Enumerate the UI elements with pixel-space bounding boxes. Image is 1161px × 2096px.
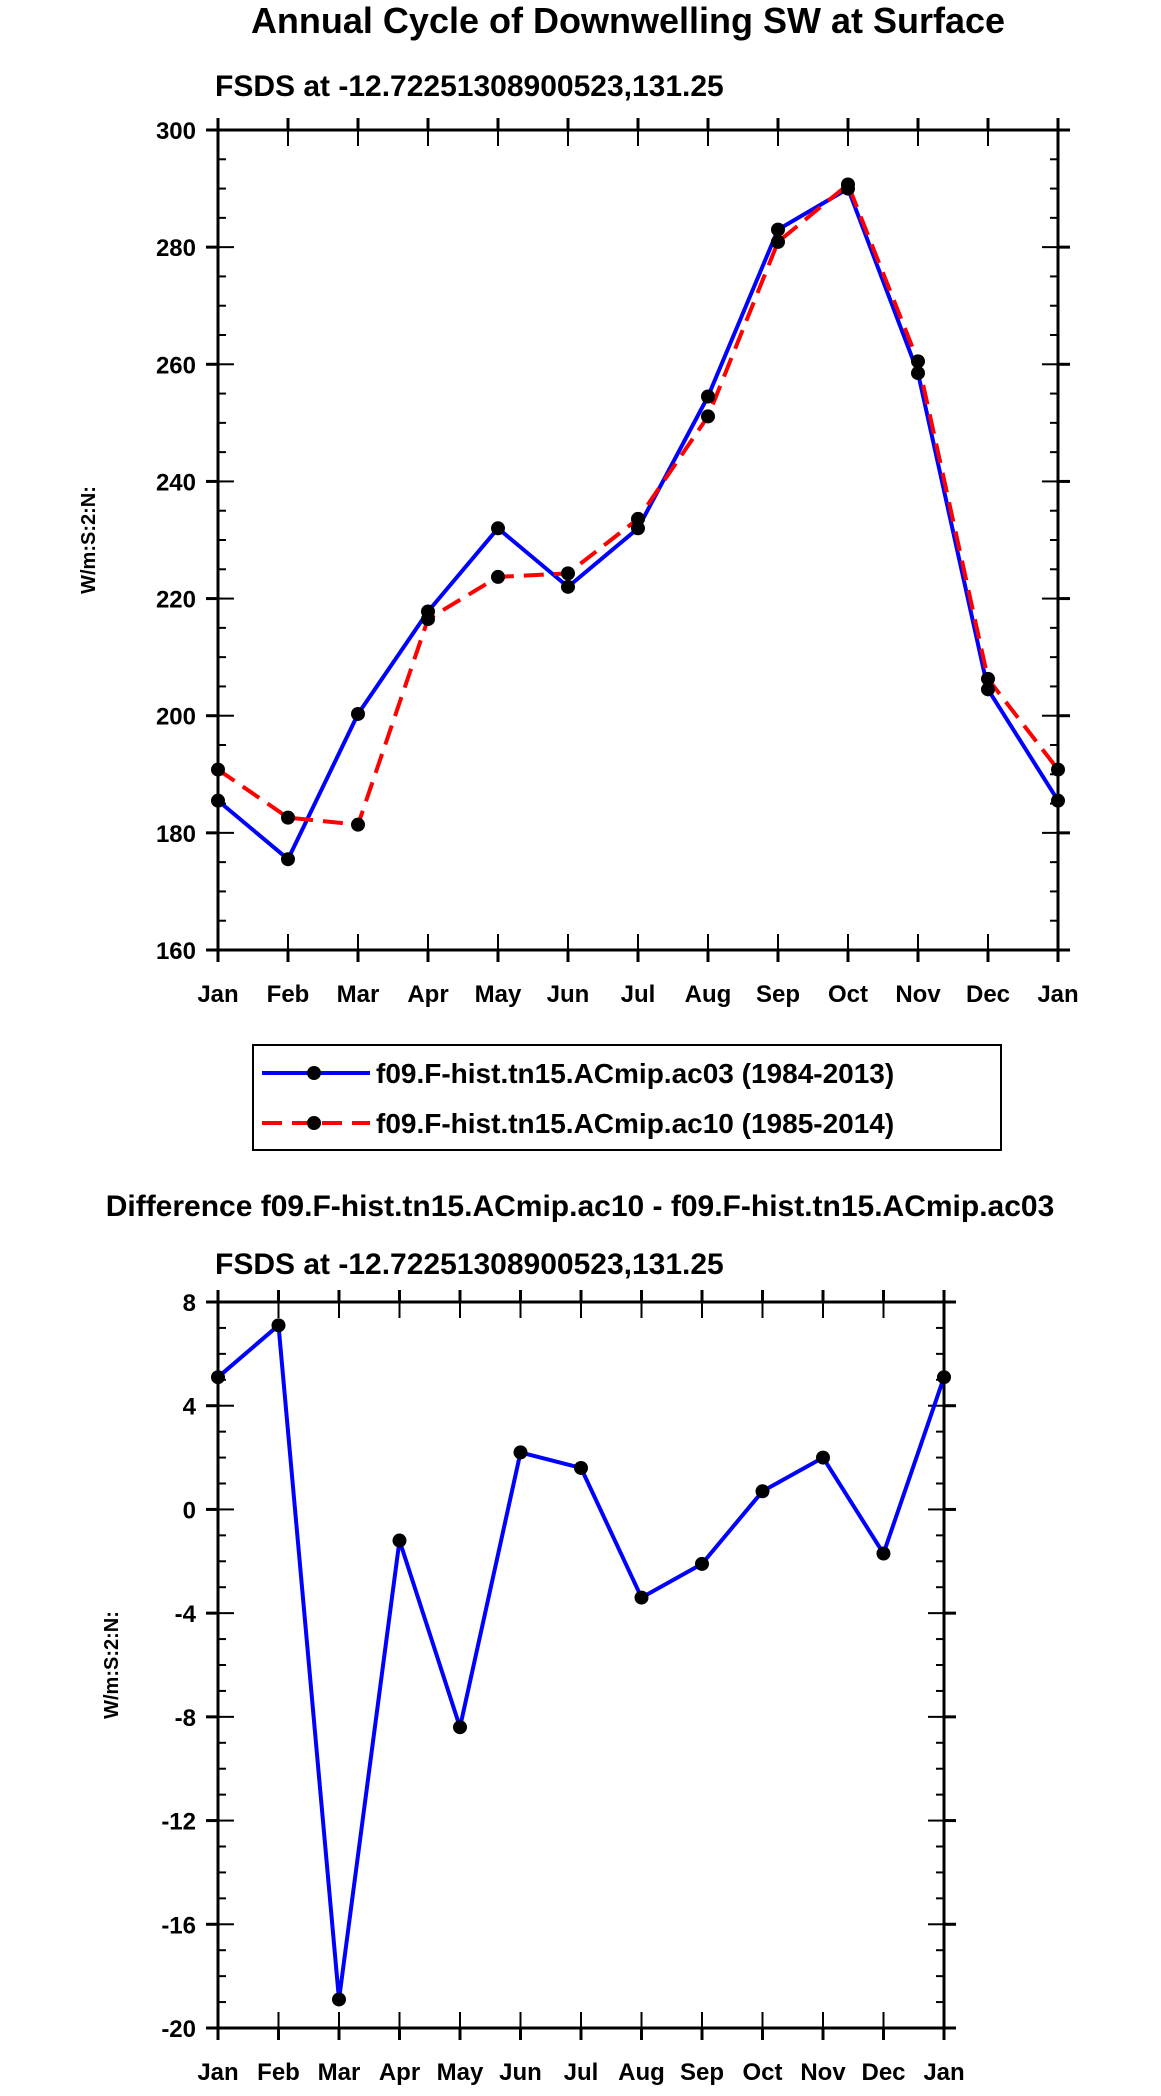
c1-series-line-1 — [216, 182, 1060, 827]
c2-point-s0-3 — [392, 1533, 407, 1548]
c1-point-s1-12 — [1051, 762, 1065, 777]
c1-point-s0-10 — [911, 366, 925, 381]
c2-xtick-label: Jun — [499, 2059, 542, 2086]
c1-xtick-label: Jan — [1037, 981, 1078, 1008]
c1-point-s1-3 — [421, 612, 435, 627]
c2-xtick-label: Jan — [923, 2059, 964, 2086]
c1-xtick-label: Apr — [407, 981, 448, 1008]
c1-xtick-label: Aug — [685, 981, 732, 1008]
c1-point-s1-11 — [981, 671, 995, 686]
chart1-plot-area: 160 180 200 220 240 260 280 300 Jan Feb Mar Apr May J… — [156, 118, 1079, 1008]
legend-box — [252, 1044, 1002, 1151]
c1-xtick-label: Mar — [337, 981, 380, 1008]
legend-marker-ac03 — [307, 1066, 321, 1080]
c2-xtick-label: Apr — [379, 2059, 420, 2086]
chart2-ylabel: W/m:S:2:N: — [101, 1611, 123, 1719]
c1-xtick-label: May — [475, 981, 522, 1008]
c2-xtick-label: Aug — [618, 2059, 665, 2086]
c1-point-s1-9 — [841, 177, 855, 192]
c1-point-s0-11 — [981, 682, 995, 697]
c2-ytick-label: -4 — [175, 1601, 197, 1628]
chart2-plot-area: -20 -16 -12 -8 -4 0 4 8 Jan Feb Mar Apr May Jun Jul Aug… — [161, 1290, 965, 2086]
chart1-title: Annual Cycle of Downwelling SW at Surfac… — [251, 0, 1005, 41]
c1-point-s0-12 — [1051, 793, 1065, 808]
c1-point-s1-8 — [771, 234, 785, 249]
c2-point-s0-1 — [271, 1318, 286, 1333]
chart2-frame — [216, 1300, 946, 2030]
c1-point-s0-2 — [351, 706, 365, 721]
c1-point-s1-2 — [351, 817, 365, 832]
c2-xtick-label: Jan — [197, 2059, 238, 2086]
c1-point-s0-5 — [561, 579, 575, 594]
c1-point-s1-4 — [491, 569, 505, 584]
c2-ytick-label: -8 — [175, 1705, 196, 1732]
c2-point-s0-5 — [513, 1445, 528, 1460]
c1-ytick-label: 200 — [156, 704, 196, 731]
chart2-subtitle: FSDS at -12.72251308900523,131.25 — [215, 1248, 724, 1281]
c2-point-s0-9 — [755, 1484, 770, 1499]
chart1-ylabel: W/m:S:2:N: — [78, 486, 100, 594]
c1-ytick-label: 180 — [156, 821, 196, 848]
chart1-legend: f09.F-hist.tn15.ACmip.ac03 (1984-2013) f… — [252, 1044, 1002, 1151]
c1-point-s1-10 — [911, 354, 925, 369]
c1-ytick-label: 220 — [156, 587, 196, 614]
c2-xtick-label: Oct — [742, 2059, 782, 2086]
c1-point-s1-7 — [701, 409, 715, 424]
c2-point-s0-7 — [634, 1590, 649, 1605]
legend-label-ac03: f09.F-hist.tn15.ACmip.ac03 (1984-2013) — [376, 1058, 894, 1089]
c1-point-s0-0 — [211, 793, 225, 808]
c1-xtick-label: Jan — [197, 981, 238, 1008]
c1-ytick-label: 280 — [156, 235, 196, 262]
c1-ytick-label: 160 — [156, 938, 196, 965]
legend-marker-ac10 — [307, 1116, 321, 1130]
c2-xtick-label: Dec — [861, 2059, 905, 2086]
chart2-title: Difference f09.F-hist.tn15.ACmip.ac10 - … — [106, 1190, 1055, 1223]
c1-point-s1-1 — [281, 810, 295, 825]
c2-point-s0-6 — [574, 1460, 588, 1475]
c1-xtick-label: Jul — [621, 981, 656, 1008]
c1-point-s1-5 — [561, 566, 575, 581]
c2-point-s0-11 — [876, 1546, 891, 1561]
c2-xtick-label: Sep — [680, 2059, 724, 2086]
c1-ytick-label: 260 — [156, 352, 196, 379]
c1-point-s1-0 — [211, 762, 225, 777]
c2-point-s0-4 — [453, 1720, 467, 1735]
c2-point-s0-8 — [695, 1556, 709, 1571]
c2-point-s0-2 — [332, 1992, 346, 2007]
c1-xtick-label: Dec — [966, 981, 1010, 1008]
c2-ytick-label: -16 — [161, 1912, 196, 1939]
legend-label-ac10: f09.F-hist.tn15.ACmip.ac10 (1985-2014) — [376, 1108, 894, 1139]
c1-xtick-label: Oct — [828, 981, 868, 1008]
chart1-subtitle: FSDS at -12.72251308900523,131.25 — [215, 70, 724, 103]
c1-xtick-label: Sep — [756, 981, 800, 1008]
c2-ytick-label: -20 — [161, 2016, 196, 2043]
chart1-frame — [216, 128, 1060, 952]
c1-point-s0-7 — [701, 389, 715, 404]
c2-xtick-label: Feb — [257, 2059, 300, 2086]
c2-xtick-label: Mar — [318, 2059, 361, 2086]
c2-ytick-label: 0 — [183, 1497, 196, 1524]
c1-xtick-label: Nov — [895, 981, 941, 1008]
c1-xtick-label: Feb — [267, 981, 310, 1008]
c2-series-line-0 — [216, 1323, 946, 2002]
c1-point-s1-6 — [631, 511, 645, 526]
c2-xtick-label: Jul — [564, 2059, 599, 2086]
c1-point-s0-4 — [491, 521, 505, 536]
c2-ytick-label: 8 — [183, 1290, 196, 1317]
c2-xtick-label: Nov — [800, 2059, 846, 2086]
c2-point-s0-12 — [937, 1370, 951, 1385]
c2-point-s0-10 — [816, 1450, 830, 1465]
c2-ytick-label: -12 — [161, 1809, 196, 1836]
c2-point-s0-0 — [211, 1370, 225, 1385]
c1-point-s0-8 — [771, 222, 785, 237]
c2-xtick-label: May — [437, 2059, 484, 2086]
c1-xtick-label: Jun — [547, 981, 590, 1008]
c1-point-s0-1 — [281, 852, 295, 867]
c1-ytick-label: 300 — [156, 118, 196, 145]
c1-ytick-label: 240 — [156, 469, 196, 496]
c2-ytick-label: 4 — [183, 1394, 197, 1421]
